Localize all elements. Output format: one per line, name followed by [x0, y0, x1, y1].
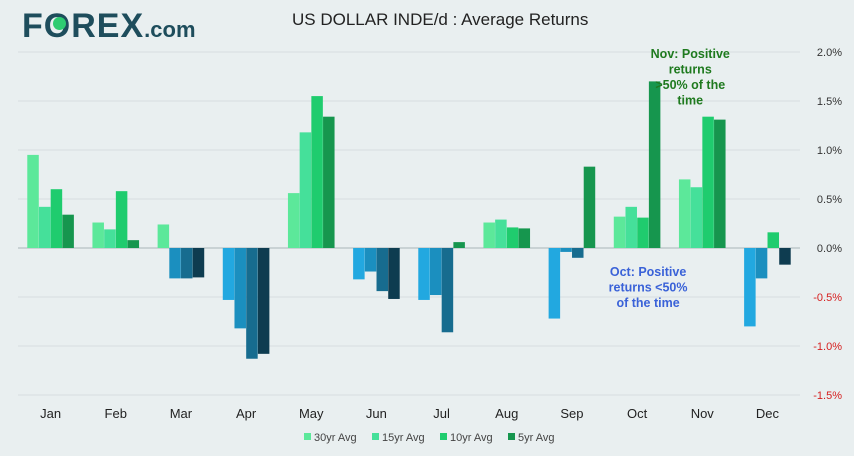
- bar-mar-10yr-avg: [181, 248, 193, 279]
- bar-apr-30yr-avg: [222, 248, 235, 300]
- x-tick-label: Apr: [236, 406, 257, 421]
- legend-swatch: [508, 433, 515, 440]
- chart-title: US DOLLAR INDE/d : Average Returns: [292, 10, 589, 29]
- bar-dec-5yr-avg: [779, 248, 791, 265]
- bar-sep-5yr-avg: [583, 166, 596, 248]
- y-tick-label: -1.0%: [813, 341, 842, 353]
- bar-feb-10yr-avg: [115, 191, 128, 248]
- bar-aug-5yr-avg: [518, 228, 531, 248]
- bar-may-5yr-avg: [323, 116, 335, 249]
- bar-nov-30yr-avg: [678, 179, 691, 248]
- bar-jun-30yr-avg: [353, 248, 365, 280]
- bar-jul-15yr-avg: [429, 248, 442, 296]
- legend-label: 5yr Avg: [518, 432, 555, 444]
- bar-feb-30yr-avg: [92, 222, 104, 248]
- bar-feb-15yr-avg: [104, 229, 116, 248]
- legend: 30yr Avg 15yr Avg 10yr Avg 5yr Avg: [304, 432, 555, 444]
- bar-dec-10yr-avg: [767, 232, 780, 248]
- x-tick-label: Feb: [105, 406, 127, 421]
- y-tick-label: 0.0%: [817, 243, 842, 255]
- legend-swatch: [304, 433, 311, 440]
- x-tick-label: Jun: [366, 406, 387, 421]
- x-tick-label: Jul: [433, 406, 450, 421]
- bar-aug-30yr-avg: [483, 222, 495, 248]
- grid-lines: [18, 51, 800, 396]
- bar-aug-10yr-avg: [506, 227, 519, 248]
- forex-logo: FOREX.com: [22, 7, 196, 45]
- y-tick-label: 1.0%: [817, 145, 842, 157]
- bar-jan-10yr-avg: [50, 189, 63, 248]
- bar-jul-30yr-avg: [418, 248, 430, 300]
- bar-mar-15yr-avg: [169, 248, 181, 279]
- x-tick-label: Sep: [560, 406, 583, 421]
- bar-nov-5yr-avg: [714, 119, 726, 249]
- logo-o-icon: O: [43, 7, 72, 45]
- bars: [27, 81, 791, 359]
- y-tick-label: 1.5%: [817, 96, 842, 108]
- annotation-nov: Nov: Positive returns >50% of the time: [651, 47, 730, 108]
- bar-jul-5yr-avg: [453, 242, 465, 248]
- y-tick-label: -0.5%: [813, 292, 842, 304]
- annotations: Nov: Positive returns >50% of the time Oct: …: [609, 47, 730, 310]
- bar-nov-10yr-avg: [702, 116, 714, 249]
- bar-jan-30yr-avg: [27, 154, 39, 248]
- annotation-oct: Oct: Positive returns <50% of the time: [609, 265, 688, 310]
- x-tick-label: Aug: [495, 406, 518, 421]
- legend-label: 30yr Avg: [314, 432, 357, 444]
- x-tick-label: Mar: [170, 406, 193, 421]
- bar-dec-30yr-avg: [744, 248, 756, 327]
- bar-apr-10yr-avg: [246, 248, 258, 359]
- x-tick-label: Oct: [627, 406, 648, 421]
- bar-jun-10yr-avg: [376, 248, 389, 292]
- bar-apr-15yr-avg: [234, 248, 246, 329]
- bar-may-10yr-avg: [311, 96, 323, 248]
- bar-oct-5yr-avg: [648, 81, 661, 249]
- bar-may-15yr-avg: [299, 132, 312, 248]
- legend-label: 15yr Avg: [382, 432, 425, 444]
- y-tick-label: 0.5%: [817, 194, 842, 206]
- bar-may-30yr-avg: [287, 193, 300, 248]
- bar-jun-15yr-avg: [364, 248, 377, 272]
- bar-oct-10yr-avg: [637, 217, 649, 248]
- x-tick-label: Jan: [40, 406, 61, 421]
- y-tick-label: -1.5%: [813, 390, 842, 402]
- bar-sep-30yr-avg: [548, 248, 561, 319]
- bar-aug-15yr-avg: [495, 219, 507, 248]
- y-axis-labels: 2.0% 1.5% 1.0% 0.5% 0.0% -0.5% -1.0% -1.5%: [813, 47, 842, 402]
- bar-jan-5yr-avg: [62, 214, 74, 248]
- bar-jul-10yr-avg: [441, 248, 454, 333]
- x-tick-label: May: [299, 406, 324, 421]
- bar-dec-15yr-avg: [755, 248, 768, 279]
- bar-mar-30yr-avg: [157, 224, 170, 248]
- bar-oct-15yr-avg: [625, 206, 637, 248]
- x-axis-labels: Jan Feb Mar Apr May Jun Jul Aug Sep Oct Nov Dec: [40, 406, 779, 421]
- y-tick-label: 2.0%: [817, 47, 842, 59]
- bar-nov-15yr-avg: [690, 187, 703, 248]
- bar-apr-5yr-avg: [257, 248, 270, 354]
- legend-swatch: [440, 433, 447, 440]
- legend-label: 10yr Avg: [450, 432, 493, 444]
- bar-jan-15yr-avg: [38, 206, 51, 248]
- bar-mar-5yr-avg: [192, 248, 205, 278]
- bar-sep-15yr-avg: [560, 248, 572, 252]
- x-tick-label: Dec: [756, 406, 780, 421]
- x-tick-label: Nov: [691, 406, 715, 421]
- bar-oct-30yr-avg: [613, 216, 626, 248]
- bar-feb-5yr-avg: [127, 240, 140, 248]
- legend-swatch: [372, 433, 379, 440]
- bar-sep-10yr-avg: [572, 248, 584, 258]
- bar-jun-5yr-avg: [388, 248, 400, 299]
